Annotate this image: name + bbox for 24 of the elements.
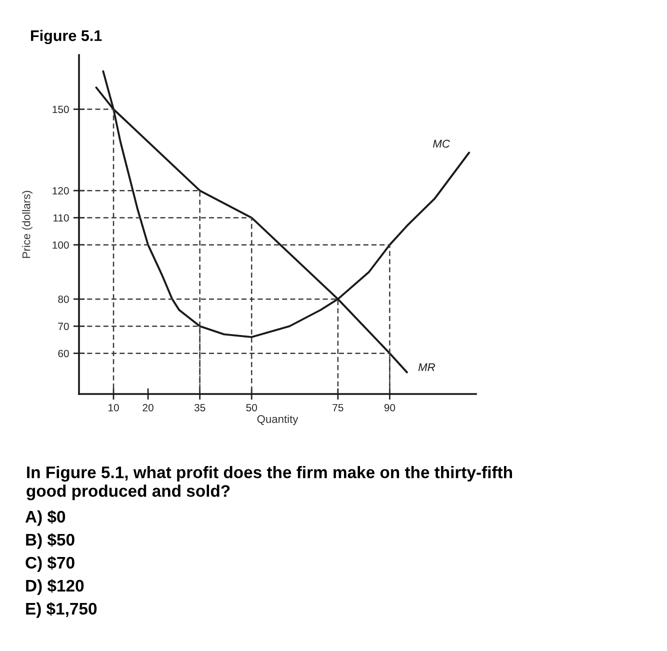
text: D) $120 bbox=[26, 579, 84, 595]
text: E) $1,750 bbox=[26, 602, 97, 618]
y-tick-label: 80 bbox=[58, 296, 69, 303]
text: In Figure 5.1, what profit does the firm make on the thirty-fifth good produced and sold? bbox=[26, 466, 512, 500]
x-tick-label: 75 bbox=[332, 404, 344, 412]
x-axis-title: Quantity bbox=[257, 414, 298, 426]
y-axis-title: Price (dollars) bbox=[22, 190, 32, 258]
x-tick-label: 50 bbox=[246, 404, 257, 412]
x-tick-label: 35 bbox=[194, 404, 206, 412]
y-tick-label: 70 bbox=[58, 322, 69, 330]
x-tick-label: 10 bbox=[108, 404, 119, 412]
y-tick-label: 60 bbox=[58, 350, 69, 358]
text: B) $50 bbox=[26, 533, 74, 549]
y-tick-label: 120 bbox=[52, 187, 69, 194]
x-tick-label: 20 bbox=[142, 404, 154, 412]
text: C) $70 bbox=[26, 556, 74, 572]
y-tick-label: 110 bbox=[53, 214, 69, 222]
y-tick-label: 150 bbox=[52, 106, 69, 114]
series-label: MR bbox=[418, 363, 436, 372]
y-tick-label: 100 bbox=[52, 241, 69, 249]
series-label: MC bbox=[433, 140, 450, 148]
text: A) $0 bbox=[25, 510, 66, 526]
x-tick-label: 90 bbox=[384, 404, 396, 412]
chart-title: Figure 5.1 bbox=[31, 30, 102, 44]
